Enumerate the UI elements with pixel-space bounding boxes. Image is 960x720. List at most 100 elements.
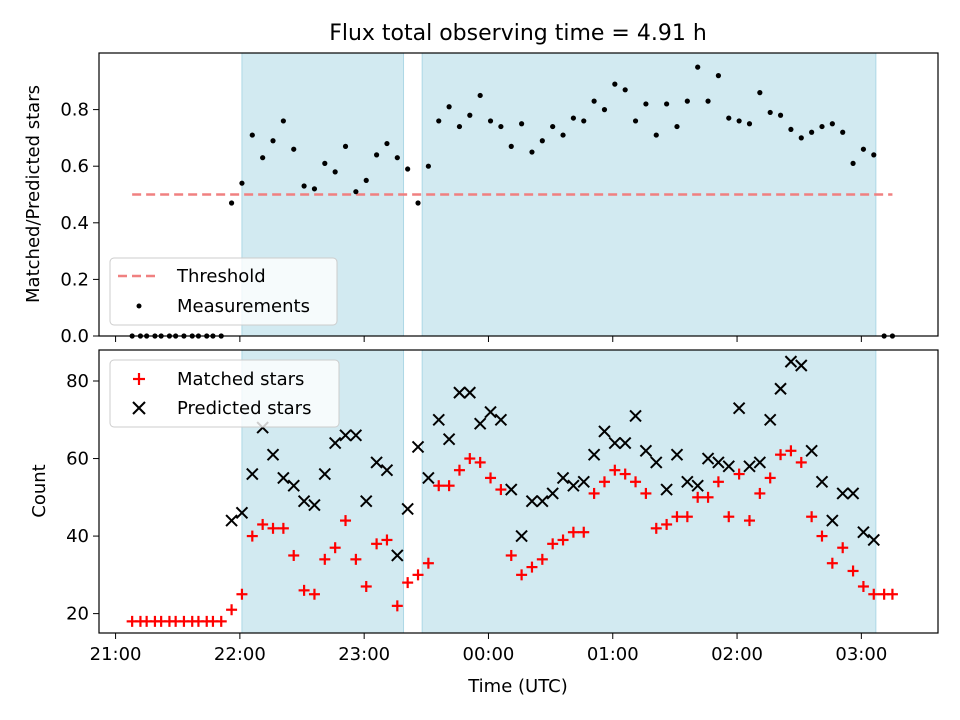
matched-star-point xyxy=(298,584,310,596)
predicted-star-point xyxy=(774,382,787,395)
matched-star-point xyxy=(567,526,579,538)
matched-star-point xyxy=(754,487,766,499)
measurement-point xyxy=(477,92,483,99)
predicted-star-point xyxy=(608,436,622,450)
matched-star-point xyxy=(226,604,238,616)
predicted-star-point xyxy=(577,475,590,489)
measurement-point xyxy=(871,152,877,158)
matched-star-point xyxy=(360,580,372,592)
measurement-point xyxy=(239,180,245,186)
matched-star-point xyxy=(288,549,300,561)
y-tick-label: 0.2 xyxy=(60,269,89,290)
measurement-point xyxy=(280,118,286,124)
matched-star-point xyxy=(650,522,662,534)
measurement-point xyxy=(829,121,835,127)
predicted-star-point xyxy=(795,359,808,372)
measurement-point xyxy=(850,160,856,166)
measurement-point xyxy=(425,163,431,169)
bottom-axes-frame xyxy=(98,349,939,634)
x-axis-label: Time (UTC) xyxy=(467,676,568,697)
measurement-point xyxy=(467,112,473,118)
predicted-star-point xyxy=(505,483,518,496)
matched-star-point xyxy=(329,542,341,554)
matched-star-point xyxy=(516,569,528,581)
matched-star-point xyxy=(588,487,600,499)
predicted-star-point xyxy=(525,494,539,508)
measurement-point xyxy=(322,160,328,166)
top-legend-box xyxy=(109,257,338,326)
predicted-star-point xyxy=(453,386,466,399)
matched-star-point xyxy=(340,515,352,527)
predicted-star-point xyxy=(328,436,342,450)
matched-star-point xyxy=(723,511,735,523)
bottom-panel: 20 40 60 80 21:00 22:00 23:00 00:00 01:00 02:00 0… xyxy=(29,349,939,697)
measurement-point xyxy=(342,143,349,149)
predicted-star-point xyxy=(618,436,632,450)
matched-star-point xyxy=(402,577,414,589)
measurement-point xyxy=(674,123,680,130)
predicted-star-point xyxy=(494,413,508,426)
predicted-star-point xyxy=(805,444,818,458)
matched-star-point xyxy=(526,561,538,573)
top-legend: Threshold Measurements xyxy=(109,257,338,326)
measurement-point xyxy=(612,81,618,87)
matched-star-point xyxy=(886,588,898,600)
predicted-star-point xyxy=(422,471,435,485)
measurement-point xyxy=(757,90,763,96)
predicted-star-point xyxy=(629,409,642,423)
measurement-point xyxy=(456,123,463,130)
matched-star-point xyxy=(453,464,465,476)
measurement-point xyxy=(726,115,732,121)
measurement-point xyxy=(498,123,504,130)
predicted-star-point xyxy=(380,463,394,477)
measurement-point xyxy=(249,132,255,138)
measurement-point xyxy=(746,121,753,127)
matched-star-point xyxy=(505,549,517,561)
matched-star-point xyxy=(816,530,828,542)
matched-star-point xyxy=(785,445,797,457)
matched-star-point xyxy=(857,580,869,592)
measurement-points xyxy=(129,64,896,339)
measurement-point xyxy=(601,107,608,113)
measurement-point xyxy=(570,115,576,121)
top-x-ticks xyxy=(115,336,862,342)
predicted-star-point xyxy=(670,448,684,461)
bottom-legend: Matched stars Predicted stars xyxy=(109,359,340,428)
matched-star-point xyxy=(485,472,497,484)
x-tick-label: 00:00 xyxy=(463,644,515,665)
predicted-star-point xyxy=(732,401,746,415)
matched-star-point xyxy=(733,468,745,480)
y-tick-label: 0.6 xyxy=(60,156,89,177)
measurement-point xyxy=(539,138,545,144)
matched-stars-points xyxy=(126,445,898,627)
matched-star-point xyxy=(661,518,673,530)
y-tick-label: 0.0 xyxy=(60,326,89,347)
matched-star-point xyxy=(215,615,227,627)
measurement-point xyxy=(809,129,815,135)
matched-star-point xyxy=(257,518,269,530)
matched-star-point xyxy=(474,456,486,468)
measurement-point xyxy=(632,118,639,124)
matched-star-point xyxy=(412,569,424,581)
y-tick-label: 60 xyxy=(66,449,89,470)
measurement-point xyxy=(664,101,670,107)
predicted-star-point xyxy=(370,456,383,469)
measurement-point xyxy=(529,149,535,155)
bottom-x-ticks: 21:00 22:00 23:00 00:00 01:00 02:00 03:00 xyxy=(90,633,887,665)
measurement-point xyxy=(622,87,628,93)
predicted-star-point xyxy=(287,479,300,492)
x-tick-label: 21:00 xyxy=(90,644,142,665)
measurement-point xyxy=(446,104,452,110)
predicted-star-point xyxy=(753,456,767,469)
predicted-star-point xyxy=(701,452,715,465)
y-tick-label: 0.8 xyxy=(60,100,89,121)
predicted-star-point xyxy=(411,440,425,454)
measurement-point xyxy=(705,98,711,104)
matched-star-point xyxy=(308,588,320,600)
measurement-point xyxy=(508,143,514,149)
matched-star-point xyxy=(557,534,569,546)
measurement-point xyxy=(270,138,276,144)
measurement-point xyxy=(228,200,235,206)
top-y-axis-label: Matched/Predicted stars xyxy=(23,85,44,303)
bottom-shaded-intervals xyxy=(241,349,877,634)
